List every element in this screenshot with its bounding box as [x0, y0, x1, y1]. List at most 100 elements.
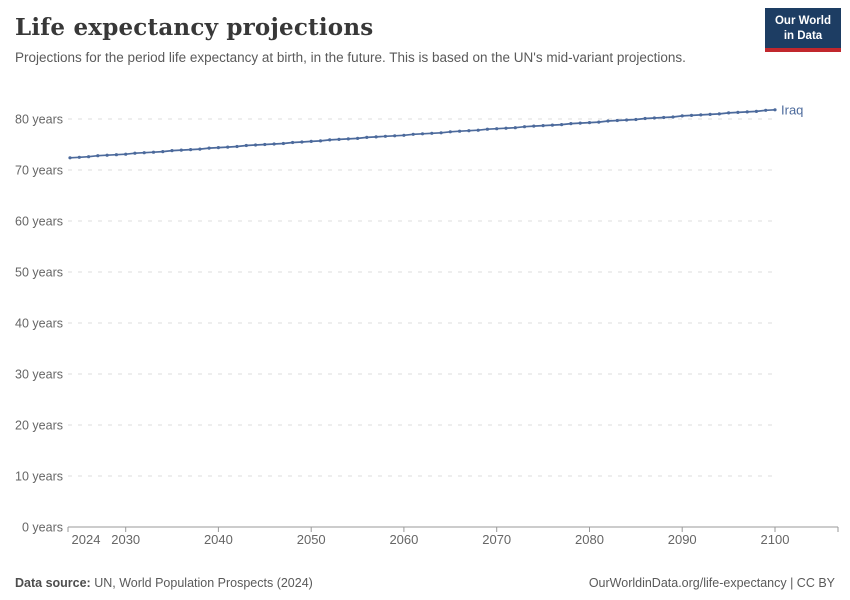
x-axis-tick-label: 2080 [575, 532, 604, 547]
data-point[interactable] [309, 139, 313, 143]
data-point[interactable] [170, 149, 174, 153]
data-point[interactable] [142, 151, 146, 155]
logo-text-line1: Our World [774, 15, 831, 27]
data-point[interactable] [606, 119, 610, 123]
credit-link[interactable]: OurWorldinData.org/life-expectancy | CC … [588, 576, 835, 590]
x-axis-tick-label: 2060 [389, 532, 418, 547]
data-point[interactable] [458, 129, 462, 133]
data-point[interactable] [541, 124, 545, 128]
data-point[interactable] [597, 120, 601, 124]
data-point[interactable] [133, 151, 137, 155]
data-point[interactable] [495, 127, 499, 131]
data-point[interactable] [504, 126, 508, 130]
data-point[interactable] [467, 129, 471, 133]
data-point[interactable] [383, 134, 387, 138]
data-point[interactable] [671, 115, 675, 119]
data-point[interactable] [643, 116, 647, 121]
data-point[interactable] [374, 135, 378, 139]
data-point[interactable] [402, 133, 406, 137]
data-point[interactable] [244, 143, 248, 148]
data-point[interactable] [578, 121, 582, 125]
data-point[interactable] [161, 150, 165, 154]
x-axis-tick-label: 2090 [668, 532, 697, 547]
data-point[interactable] [448, 130, 452, 134]
data-point[interactable] [513, 126, 517, 130]
data-point[interactable] [764, 108, 768, 112]
data-point[interactable] [272, 142, 276, 146]
data-point[interactable] [77, 155, 81, 159]
data-point[interactable] [281, 141, 285, 146]
data-point[interactable] [773, 108, 777, 112]
series-label-iraq[interactable]: Iraq [781, 102, 803, 117]
data-point[interactable] [346, 137, 350, 141]
logo-text-line2: in Data [783, 29, 823, 42]
data-point[interactable] [365, 135, 369, 139]
data-point[interactable] [745, 110, 749, 114]
data-point[interactable] [198, 147, 202, 151]
data-point[interactable] [699, 113, 703, 117]
page-title: Life expectancy projections [15, 14, 374, 41]
x-axis-tick-label: 2030 [111, 532, 140, 547]
data-point[interactable] [652, 116, 657, 120]
data-point[interactable] [708, 112, 712, 116]
line-chart-canvas[interactable]: 0 years 10 years 20 years 30 years 40 years 5… [0, 95, 850, 565]
data-point[interactable] [226, 145, 230, 149]
data-point[interactable] [68, 156, 72, 160]
chart-subtitle: Projections for the period life expectan… [15, 50, 686, 65]
data-point[interactable] [318, 139, 323, 143]
data-point[interactable] [485, 127, 489, 131]
data-point[interactable] [634, 117, 638, 122]
data-point[interactable] [569, 122, 573, 126]
data-point[interactable] [300, 140, 304, 144]
data-point[interactable] [253, 143, 258, 147]
chart-header: Life expectancy projections Projections … [0, 0, 850, 67]
data-point[interactable] [662, 115, 666, 120]
y-axis-tick-label: 10 years [15, 470, 63, 484]
data-point[interactable] [430, 131, 434, 135]
data-point[interactable] [151, 150, 156, 154]
data-point[interactable] [356, 136, 360, 140]
data-point[interactable] [615, 118, 619, 123]
data-point[interactable] [189, 148, 193, 152]
data-point[interactable] [625, 118, 629, 122]
data-point[interactable] [717, 112, 721, 116]
data-point[interactable] [476, 128, 480, 132]
data-point[interactable] [560, 123, 564, 127]
data-point[interactable] [207, 146, 211, 150]
data-point[interactable] [105, 153, 109, 157]
data-point[interactable] [680, 114, 684, 118]
data-point[interactable] [96, 154, 100, 158]
data-point[interactable] [532, 124, 536, 128]
data-point[interactable] [328, 138, 332, 142]
y-axis-tick-label: 20 years [15, 419, 63, 433]
x-axis-tick-label: 2040 [204, 532, 233, 547]
data-point[interactable] [727, 111, 731, 115]
data-point[interactable] [124, 152, 128, 156]
data-point[interactable] [179, 148, 183, 152]
data-point[interactable] [439, 131, 443, 135]
data-point[interactable] [689, 113, 694, 117]
data-point[interactable] [736, 110, 740, 114]
data-point[interactable] [87, 155, 91, 159]
data-point[interactable] [337, 137, 341, 141]
y-axis-tick-label: 0 years [22, 521, 63, 535]
data-point[interactable] [235, 144, 239, 149]
x-axis-tick-label: 2050 [297, 532, 326, 547]
chart-footer: Data source: UN, World Population Prospe… [0, 576, 850, 590]
data-point[interactable] [263, 142, 267, 147]
y-axis-tick-label: 80 years [15, 113, 63, 127]
y-axis-tick-label: 30 years [15, 368, 63, 382]
data-point[interactable] [411, 132, 415, 136]
data-point[interactable] [550, 123, 555, 127]
data-point[interactable] [393, 134, 397, 138]
data-point[interactable] [522, 125, 527, 129]
data-point[interactable] [114, 153, 118, 157]
data-point[interactable] [754, 109, 759, 113]
data-point[interactable] [587, 121, 592, 125]
data-point[interactable] [420, 132, 425, 136]
data-point[interactable] [291, 140, 295, 145]
y-axis-tick-label: 70 years [15, 164, 63, 178]
data-point[interactable] [216, 146, 220, 150]
owid-logo[interactable]: Our World in Data [765, 8, 841, 53]
